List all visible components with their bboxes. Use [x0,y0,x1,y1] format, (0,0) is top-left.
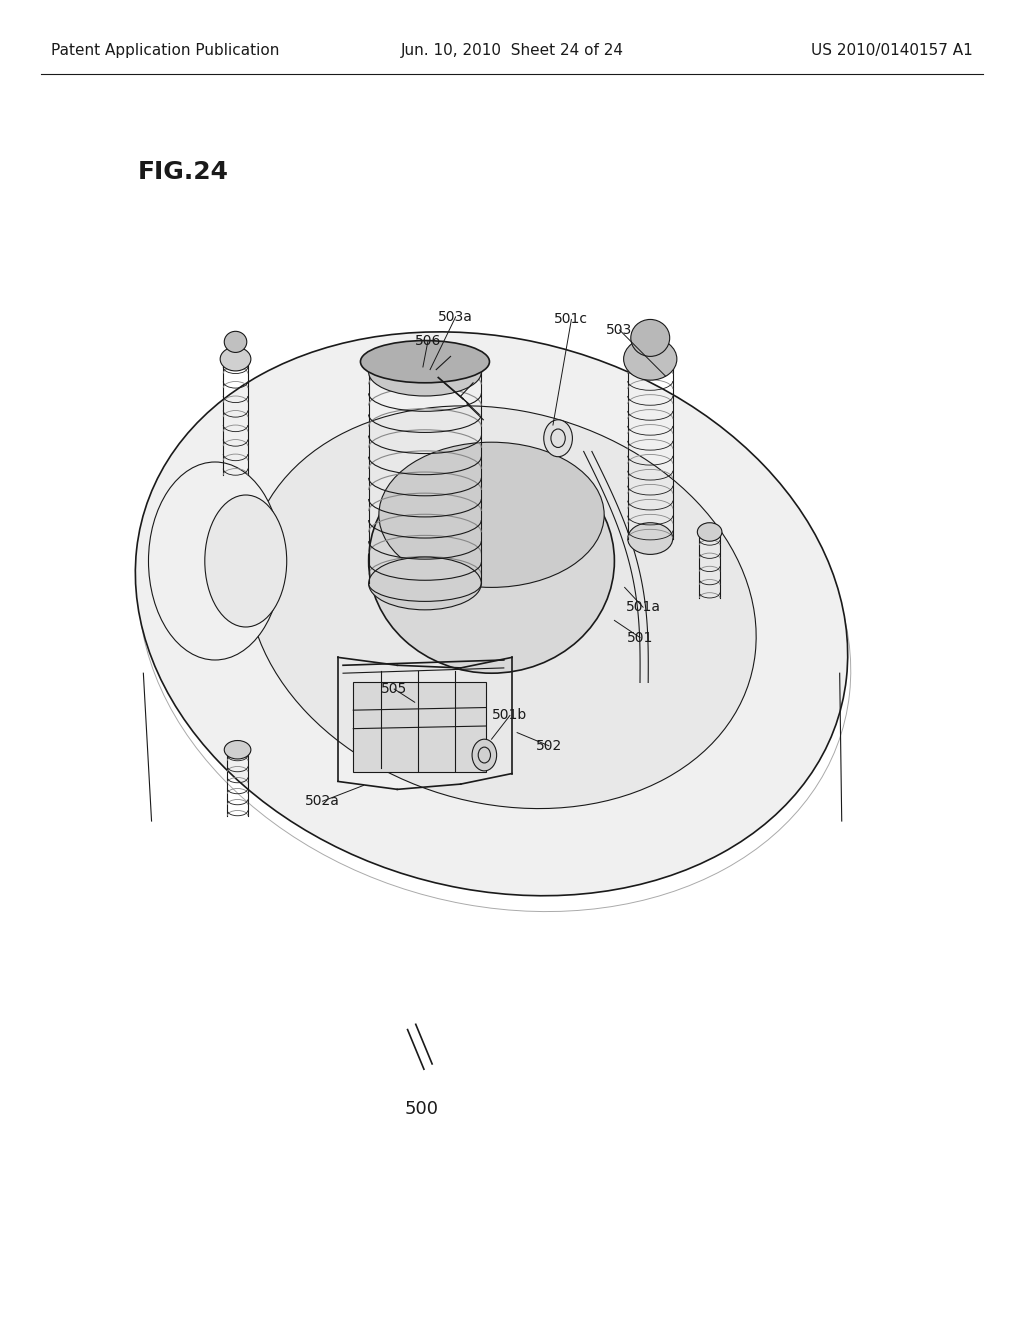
Text: 506: 506 [415,334,441,347]
Ellipse shape [135,331,848,896]
Text: US 2010/0140157 A1: US 2010/0140157 A1 [811,42,973,58]
Circle shape [544,420,572,457]
Ellipse shape [220,347,251,371]
Ellipse shape [369,557,481,610]
Text: 501: 501 [627,631,653,644]
Ellipse shape [379,442,604,587]
Text: 505: 505 [381,682,408,696]
Text: 501b: 501b [493,709,527,722]
Ellipse shape [248,405,756,809]
Ellipse shape [360,341,489,383]
Ellipse shape [148,462,282,660]
Text: 503: 503 [606,323,633,337]
Text: 502a: 502a [305,795,340,808]
Circle shape [472,739,497,771]
Ellipse shape [628,523,673,554]
Ellipse shape [631,319,670,356]
Ellipse shape [224,741,251,759]
Text: 501c: 501c [554,313,589,326]
Text: Jun. 10, 2010  Sheet 24 of 24: Jun. 10, 2010 Sheet 24 of 24 [400,42,624,58]
Text: FIG.24: FIG.24 [138,160,229,183]
Ellipse shape [369,348,481,396]
Ellipse shape [205,495,287,627]
Text: 502: 502 [536,739,562,752]
Ellipse shape [624,338,677,380]
Text: 501a: 501a [626,601,660,614]
Text: Patent Application Publication: Patent Application Publication [51,42,280,58]
Text: 503a: 503a [438,310,473,323]
Ellipse shape [369,449,614,673]
Text: 500: 500 [404,1100,439,1118]
Ellipse shape [224,331,247,352]
Ellipse shape [697,523,722,541]
Bar [353,682,486,772]
